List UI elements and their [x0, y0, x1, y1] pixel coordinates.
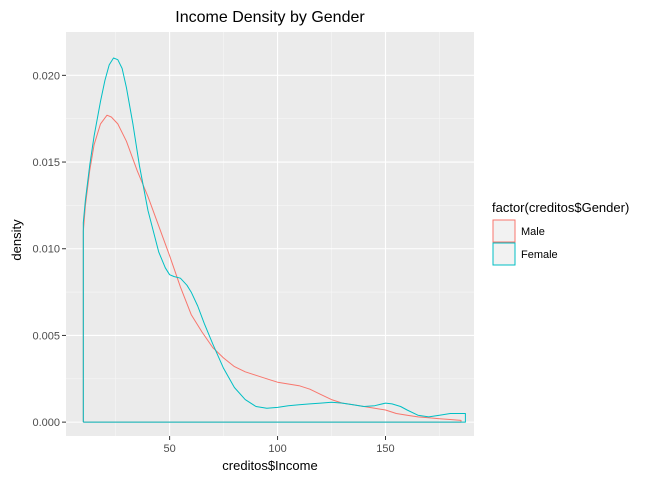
series-layer	[82, 57, 466, 423]
x-axis-title: creditos$Income	[222, 458, 317, 473]
series-line-male	[82, 114, 462, 423]
legend-key-male	[492, 219, 516, 243]
y-tick-label: 0.015	[32, 157, 60, 169]
chart-title: Income Density by Gender	[175, 9, 365, 26]
legend: factor(creditos$Gender) Male Female	[492, 200, 629, 266]
plot-panel	[66, 32, 474, 436]
y-axis-title: density	[9, 219, 24, 261]
series-line-female	[82, 57, 466, 423]
x-tick-label: 150	[376, 443, 394, 455]
legend-keys: Male Female	[492, 219, 558, 266]
x-tick-label: 100	[268, 443, 286, 455]
y-axis: 0.000 0.005 0.010 0.015 0.020	[32, 70, 66, 429]
y-tick-label: 0.005	[32, 330, 60, 342]
legend-title: factor(creditos$Gender)	[492, 200, 629, 215]
y-tick-label: 0.010	[32, 244, 60, 256]
x-axis: 50 100 150	[163, 436, 395, 455]
y-tick-label: 0.000	[32, 417, 60, 429]
legend-label-male: Male	[521, 226, 545, 238]
legend-label-female: Female	[521, 249, 558, 261]
grid-minor	[66, 32, 474, 436]
y-tick-label: 0.020	[32, 70, 60, 82]
legend-key-female	[492, 242, 516, 266]
x-tick-label: 50	[163, 443, 175, 455]
